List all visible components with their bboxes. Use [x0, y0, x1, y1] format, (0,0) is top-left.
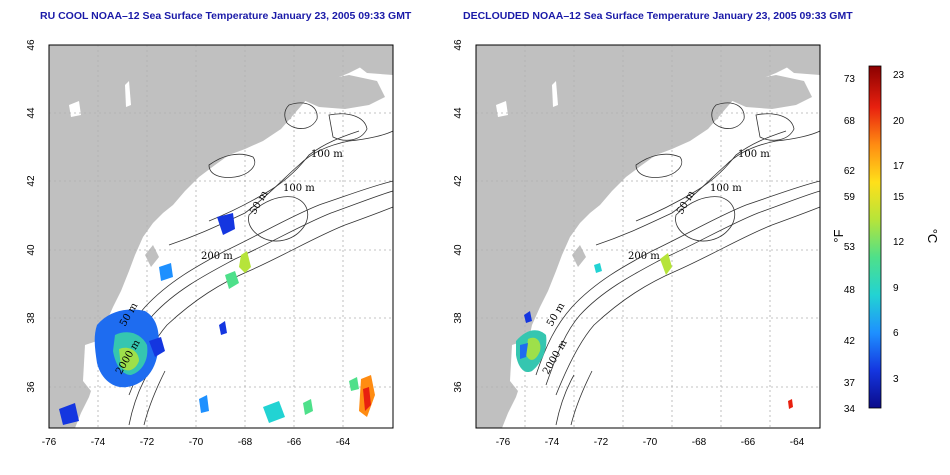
x-tick-label: -70 [643, 437, 658, 448]
c-tick-label: 15 [893, 192, 905, 203]
x-tick-label: -66 [287, 437, 302, 448]
x-tick-label: -68 [238, 437, 253, 448]
c-tick-label: 20 [893, 116, 905, 127]
x-tick-label: -74 [91, 437, 106, 448]
contour-label: 100 m [311, 149, 343, 160]
colorbar-gradient [868, 65, 882, 409]
c-tick-label: 6 [893, 328, 899, 339]
x-tick-label: -68 [692, 437, 707, 448]
left-panel-title: RU COOL NOAA–12 Sea Surface Temperature … [40, 10, 412, 22]
left-x-axis: -76 -74 -72 -70 -68 -66 -64 [42, 437, 351, 448]
y-tick-label: 40 [453, 244, 464, 256]
fahrenheit-unit-label: °F [831, 229, 846, 242]
c-tick-label: 12 [893, 237, 905, 248]
sst-data-left [59, 213, 375, 425]
x-tick-label: -66 [741, 437, 756, 448]
y-tick-label: 36 [26, 381, 37, 393]
x-tick-label: -76 [496, 437, 511, 448]
temperature-colorbar: 73 68 62 59 53 48 42 37 34 23 20 17 15 1… [831, 65, 940, 415]
y-tick-label: 38 [453, 312, 464, 324]
f-tick-label: 37 [844, 378, 856, 389]
f-tick-label: 42 [844, 336, 856, 347]
x-tick-label: -72 [140, 437, 155, 448]
c-tick-label: 3 [893, 374, 899, 385]
y-tick-label: 44 [26, 107, 37, 119]
contour-label: 200 m [628, 251, 660, 262]
f-tick-label: 34 [844, 404, 856, 415]
contour-label: 200 m [201, 251, 233, 262]
right-y-axis: 36 38 40 42 44 46 [453, 39, 464, 393]
y-tick-label: 38 [26, 312, 37, 324]
y-tick-label: 44 [453, 107, 464, 119]
f-tick-label: 48 [844, 285, 856, 296]
right-x-axis: -76 -74 -72 -70 -68 -66 -64 [496, 437, 805, 448]
f-tick-label: 73 [844, 74, 856, 85]
left-y-axis: 36 38 40 42 44 46 [26, 39, 37, 393]
f-tick-label: 59 [844, 192, 856, 203]
x-tick-label: -64 [336, 437, 351, 448]
c-tick-label: 9 [893, 283, 899, 294]
x-tick-label: -70 [189, 437, 204, 448]
x-tick-label: -64 [790, 437, 805, 448]
y-tick-label: 36 [453, 381, 464, 393]
sst-data-right [516, 253, 793, 409]
celsius-ticks: 23 20 17 15 12 9 6 3 [893, 70, 905, 385]
y-tick-label: 42 [26, 175, 37, 187]
contour-label: 100 m [738, 149, 770, 160]
f-tick-label: 53 [844, 242, 856, 253]
x-tick-label: -72 [594, 437, 609, 448]
contour-label: 100 m [710, 183, 742, 194]
y-tick-label: 42 [453, 175, 464, 187]
c-tick-label: 17 [893, 161, 905, 172]
y-tick-label: 46 [453, 39, 464, 51]
right-panel-title: DECLOUDED NOAA–12 Sea Surface Temperatur… [463, 10, 853, 22]
x-tick-label: -76 [42, 437, 57, 448]
f-tick-label: 62 [844, 166, 856, 177]
f-tick-label: 68 [844, 116, 856, 127]
fahrenheit-ticks: 73 68 62 59 53 48 42 37 34 [844, 74, 856, 415]
contour-label: 100 m [283, 183, 315, 194]
y-tick-label: 46 [26, 39, 37, 51]
y-tick-label: 40 [26, 244, 37, 256]
left-map-panel: 100 m 100 m 50 m 200 m 50 m 2000 m [48, 44, 394, 429]
c-tick-label: 23 [893, 70, 905, 81]
right-map-panel: 100 m 100 m 50 m 200 m 50 m 2000 m [475, 44, 821, 429]
x-tick-label: -74 [545, 437, 560, 448]
celsius-unit-label: °C [925, 229, 940, 244]
